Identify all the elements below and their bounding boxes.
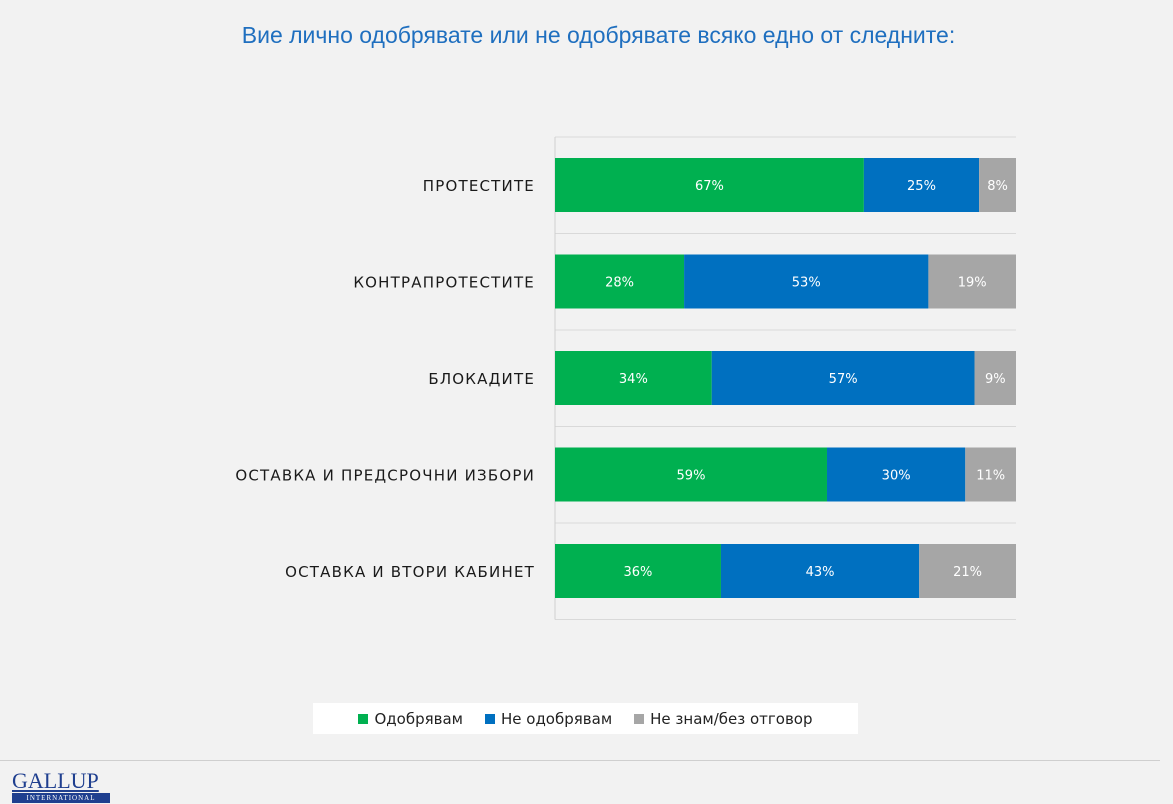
legend-swatch-dont-know <box>634 713 645 724</box>
footer-divider <box>0 760 1160 761</box>
data-label: 11% <box>976 469 1005 484</box>
category-label: ОСТАВКА И ВТОРИ КАБИНЕТ <box>285 563 535 581</box>
data-label: 34% <box>619 372 648 387</box>
bar-segment <box>826 447 966 502</box>
category-label: КОНТРАПРОТЕСТИТЕ <box>353 274 535 292</box>
category-label: ПРОТЕСТИТЕ <box>423 177 535 195</box>
bar-segment <box>965 447 1016 502</box>
data-label: 9% <box>985 372 1006 387</box>
legend-swatch-approve <box>358 713 369 724</box>
data-label: 53% <box>792 276 821 291</box>
data-label: 59% <box>677 469 706 484</box>
bar-segment <box>555 254 685 309</box>
bar-segment <box>919 544 1016 598</box>
data-label: 8% <box>987 179 1008 194</box>
bar-segment <box>863 158 980 212</box>
data-label: 30% <box>882 469 911 484</box>
category-label: БЛОКАДИТЕ <box>428 370 535 388</box>
data-label: 36% <box>624 565 653 580</box>
data-label: 67% <box>695 179 724 194</box>
bar-segment <box>979 158 1016 212</box>
stacked-bar-chart: ПРОТЕСТИТЕ 67% 25% 8% КОНТРАПРОТЕСТИТЕ 28% 53%… <box>235 136 1016 620</box>
legend-item-disapprove: Не одобрявам <box>484 709 613 728</box>
logo-sub-text: INTERNATIONAL <box>12 793 110 803</box>
bar-segment <box>720 544 920 598</box>
gallup-logo: GALLUP INTERNATIONAL <box>12 770 112 803</box>
legend: Одобрявам Не одобрявам Не знам/без отгов… <box>313 703 858 734</box>
data-label: 28% <box>605 276 634 291</box>
data-label: 25% <box>907 179 936 194</box>
bar-segment <box>711 351 975 405</box>
legend-swatch-disapprove <box>484 713 495 724</box>
bar-segment <box>555 447 827 502</box>
legend-item-approve: Одобрявам <box>358 710 463 728</box>
bar-segment <box>928 254 1016 309</box>
data-label: 21% <box>953 565 982 580</box>
legend-item-dont-know: Не знам/без отговор <box>634 709 813 728</box>
data-label: 57% <box>829 372 858 387</box>
bar-segment <box>684 254 929 309</box>
data-label: 43% <box>806 565 835 580</box>
logo-main-text: GALLUP <box>12 768 99 793</box>
legend-label-approve: Одобрявам <box>374 709 463 728</box>
data-label: 19% <box>958 276 987 291</box>
bar-segment <box>974 351 1016 405</box>
bar-segment <box>555 158 864 212</box>
bar-segment <box>555 351 712 405</box>
bar-segment <box>555 544 721 598</box>
category-label: ОСТАВКА И ПРЕДСРОЧНИ ИЗБОРИ <box>235 467 535 485</box>
legend-label-dont-know: Не знам/без отговор <box>650 709 813 728</box>
chart-title: Вие лично одобрявате или не одобрявате в… <box>241 22 956 48</box>
legend-label-disapprove: Не одобрявам <box>500 709 613 728</box>
